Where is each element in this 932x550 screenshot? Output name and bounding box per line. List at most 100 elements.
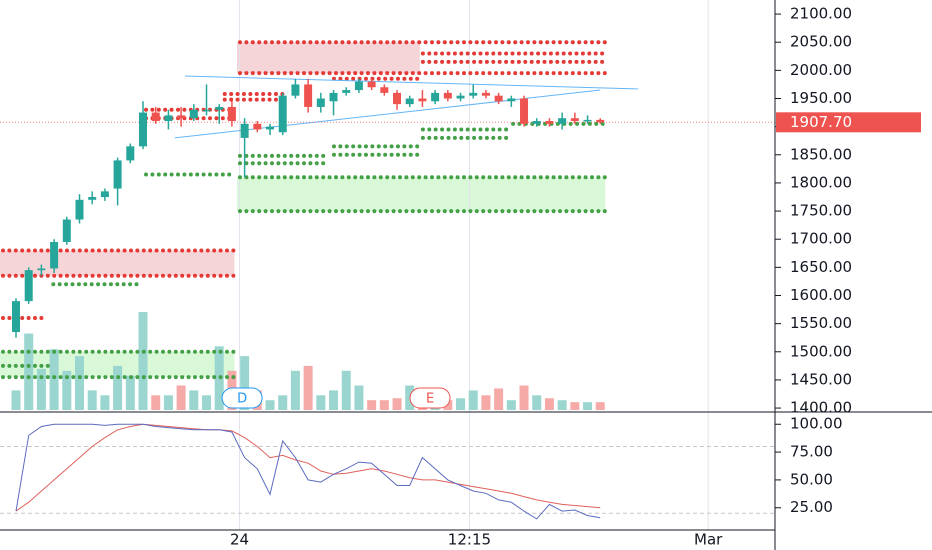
- y-tick-label: 1400.00: [790, 399, 852, 417]
- candle-body: [304, 84, 313, 107]
- volume-bar: [49, 349, 59, 410]
- candle-body: [189, 109, 198, 119]
- y-tick-label: 2050.00: [790, 33, 852, 51]
- volume-bar: [62, 370, 72, 410]
- volume-bar: [379, 400, 389, 410]
- candle-body: [113, 160, 122, 189]
- y-tick-label: 1700.00: [790, 230, 852, 248]
- volume-bar: [456, 398, 466, 410]
- candle-body: [558, 118, 567, 124]
- volume-bar: [544, 398, 554, 410]
- candle-body: [75, 199, 84, 220]
- candle-body: [151, 112, 160, 122]
- volume-bar: [11, 390, 21, 410]
- candle-body: [62, 219, 71, 243]
- y-tick-label: 100.00: [790, 415, 843, 433]
- y-tick-label: 1550.00: [790, 314, 852, 332]
- y-tick-label: 2000.00: [790, 61, 852, 79]
- candle-body: [570, 118, 579, 122]
- volume-bar: [583, 402, 593, 410]
- candle-body: [291, 84, 300, 96]
- event-label: D: [237, 392, 247, 407]
- candle-body: [215, 106, 224, 110]
- volume-bar: [506, 400, 516, 410]
- candle-body: [418, 98, 427, 102]
- zones: [0, 42, 606, 378]
- volume-bar: [595, 402, 605, 410]
- zone: [236, 177, 606, 212]
- y-tick-label: 1750.00: [790, 202, 852, 220]
- y-tick-label: 1600.00: [790, 286, 852, 304]
- volume-bar: [24, 333, 34, 410]
- candle-body: [431, 92, 440, 102]
- candle-body: [367, 81, 376, 88]
- volume-bar: [481, 395, 491, 410]
- candle-body: [50, 242, 59, 269]
- zone: [0, 250, 235, 276]
- zone: [236, 42, 420, 74]
- candle-body: [393, 92, 402, 105]
- volume-bar: [494, 388, 504, 410]
- volume-bar: [392, 398, 402, 410]
- candle-body: [24, 270, 33, 302]
- candle-body: [596, 119, 605, 123]
- trendline: [174, 89, 601, 139]
- candle-body: [481, 92, 490, 96]
- x-tick-label: Mar: [694, 531, 723, 549]
- candle-body: [405, 98, 414, 105]
- candle-body: [329, 92, 338, 102]
- volume-bar: [468, 390, 478, 410]
- candle-body: [100, 191, 109, 197]
- candle-body: [139, 112, 148, 147]
- stoch-d: [15, 423, 601, 512]
- candle-body: [316, 98, 325, 107]
- x-tick-label: 12:15: [448, 531, 491, 549]
- candle-body: [240, 123, 249, 138]
- candle-body: [12, 301, 21, 333]
- volume-bar: [532, 395, 542, 410]
- candle-body: [469, 92, 478, 96]
- y-tick-label: 75.00: [790, 443, 833, 461]
- volume-bar: [290, 370, 300, 410]
- volume-bar: [240, 356, 250, 410]
- volume-bar: [113, 365, 123, 410]
- candle-body: [164, 115, 173, 122]
- volume-bar: [354, 385, 364, 410]
- candle-body: [202, 109, 211, 112]
- y-tick-label: 1950.00: [790, 89, 852, 107]
- volume-bar: [316, 395, 326, 410]
- volume-bar: [176, 385, 186, 410]
- volume-bar: [189, 390, 199, 410]
- y-tick-label: 1650.00: [790, 258, 852, 276]
- candle-body: [494, 95, 503, 102]
- candle-body: [88, 196, 97, 200]
- volume-bar: [87, 390, 97, 410]
- volume-bar: [557, 400, 567, 410]
- candle-body: [342, 90, 351, 93]
- volume-bar: [367, 400, 377, 410]
- candle-body: [37, 268, 46, 271]
- x-tick-label: 24: [230, 531, 249, 549]
- last-price-box: [776, 112, 921, 133]
- event-badge: [409, 387, 451, 409]
- candle-body: [354, 81, 363, 91]
- y-tick-label: 2100.00: [790, 5, 852, 23]
- last-price-label: 1907.70: [790, 113, 852, 131]
- candle-body: [583, 119, 592, 122]
- volume-bar: [341, 370, 351, 410]
- volume-bar: [278, 395, 288, 410]
- candle-body: [443, 92, 452, 99]
- volume-bar: [36, 368, 46, 410]
- volume-bar: [151, 395, 161, 410]
- y-tick-label: 50.00: [790, 470, 833, 488]
- candle-body: [126, 146, 135, 161]
- candle-body: [456, 95, 465, 99]
- candle-body: [278, 95, 287, 133]
- volume-bar: [125, 375, 135, 410]
- candle-body: [520, 98, 529, 124]
- event-badge: [221, 387, 263, 409]
- candle-body: [545, 121, 554, 124]
- y-tick-label: 1850.00: [790, 145, 852, 163]
- volume-bar: [202, 395, 212, 410]
